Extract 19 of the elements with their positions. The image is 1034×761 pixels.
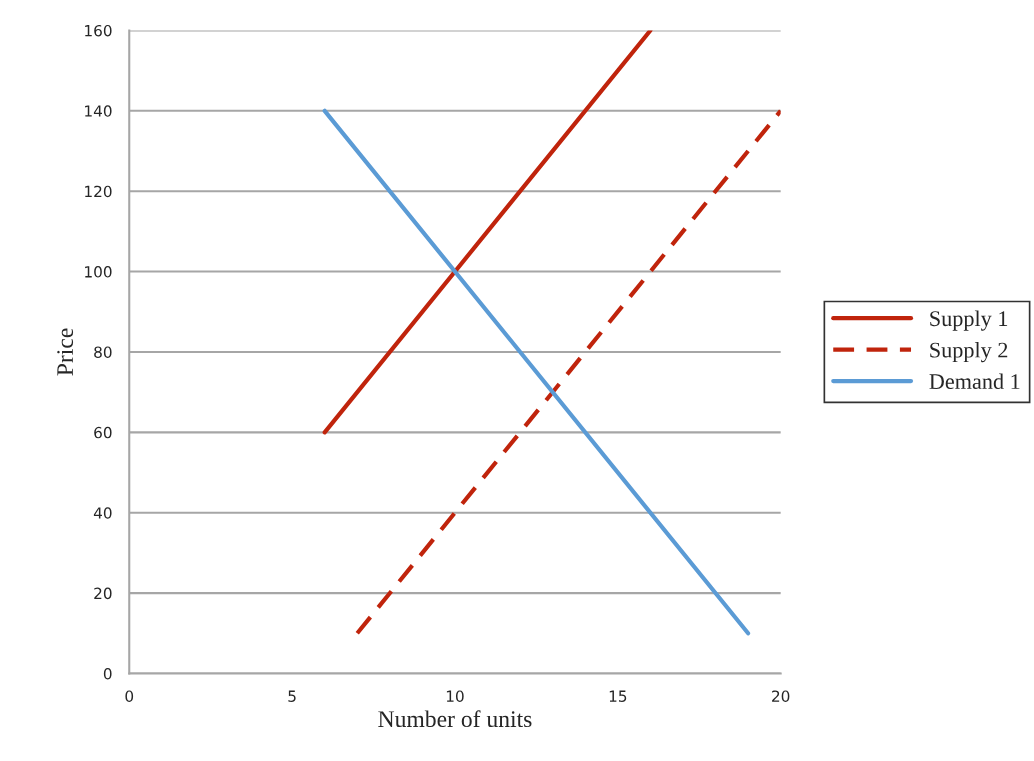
y-tick-label: 40 bbox=[93, 507, 112, 519]
y-tick-label: 20 bbox=[94, 587, 112, 600]
x-tick-label: 5 bbox=[288, 690, 296, 702]
y-tick-label: 160 bbox=[85, 24, 112, 37]
x-tick-label: 10 bbox=[446, 690, 464, 702]
y-tick-label: 140 bbox=[85, 105, 112, 117]
x-tick-label: 0 bbox=[125, 690, 134, 702]
legend-label: Supply 1 bbox=[930, 310, 1008, 331]
y-tick-label: 120 bbox=[85, 185, 112, 198]
y-tick-label: 100 bbox=[85, 266, 112, 278]
x-tick-label: 15 bbox=[609, 690, 627, 702]
y-tick-label: 80 bbox=[94, 346, 112, 358]
y-tick-label: 60 bbox=[94, 426, 112, 439]
y-axis-title: Price bbox=[57, 328, 74, 376]
y-tick-label: 0 bbox=[103, 667, 112, 680]
legend-label: Supply 2 bbox=[930, 341, 1008, 363]
legend-label: Demand 1 bbox=[929, 373, 1020, 390]
x-axis-title: Number of units bbox=[378, 710, 532, 728]
x-tick-label: 20 bbox=[772, 690, 790, 702]
